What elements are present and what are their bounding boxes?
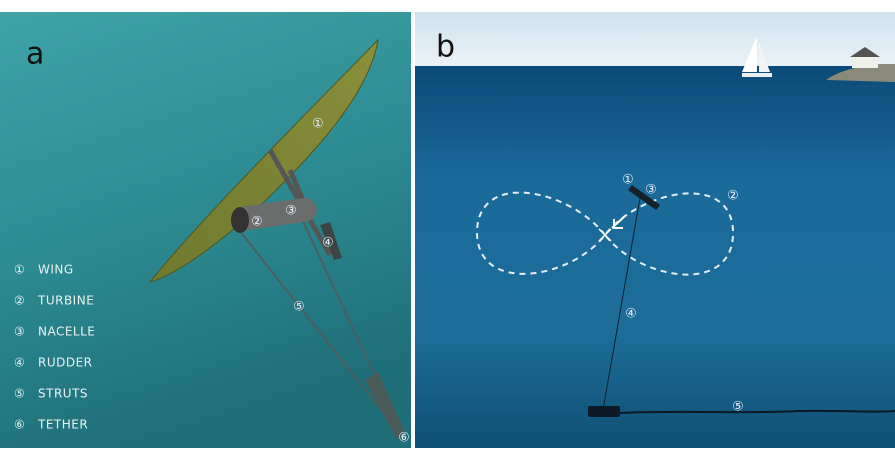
legend-label: NACELLE [38,325,95,339]
callout: ② [727,189,739,204]
boat-hull [742,73,772,77]
legend-label: TURBINE [37,294,94,308]
figure: a ① ② ③ ④ ⑤ ⑥ ① WING ② TURBINE ③ NACELLE ④ RUDD… [0,0,895,448]
panel-a: a ① ② ③ ④ ⑤ ⑥ ① WING ② TURBINE ③ NACELLE ④ RUDD… [0,12,411,448]
legend-label: TETHER [37,418,88,432]
callout: ④ [625,307,637,322]
legend-marker: ① [14,263,25,277]
legend-marker: ⑤ [14,387,25,401]
house [852,56,878,68]
legend-marker: ④ [14,356,25,370]
callout: ⑤ [732,400,744,415]
callout: ② [251,215,263,230]
page: {"panel_a": {"label": "a", "callouts": [… [0,0,895,448]
sea [415,66,895,448]
legend-label: STRUTS [38,387,88,401]
legend-label: RUDDER [38,356,93,370]
legend-marker: ② [14,294,25,308]
legend-marker: ⑥ [14,418,25,432]
callout: ④ [322,236,334,251]
callout: ⑥ [398,431,410,446]
sky [415,12,895,66]
callout: ③ [285,204,297,219]
callout: ① [312,117,324,132]
panel-b: b ① ③ ② ④ ⑤ [415,12,895,448]
turbine [231,207,249,233]
foundation [588,406,620,417]
panel-label: a [26,37,44,72]
callout: ③ [645,183,657,198]
panel-label: b [436,30,455,65]
callout: ① [622,173,634,188]
legend-label: WING [38,263,74,277]
legend-marker: ③ [14,325,25,339]
callout: ⑤ [293,300,305,315]
